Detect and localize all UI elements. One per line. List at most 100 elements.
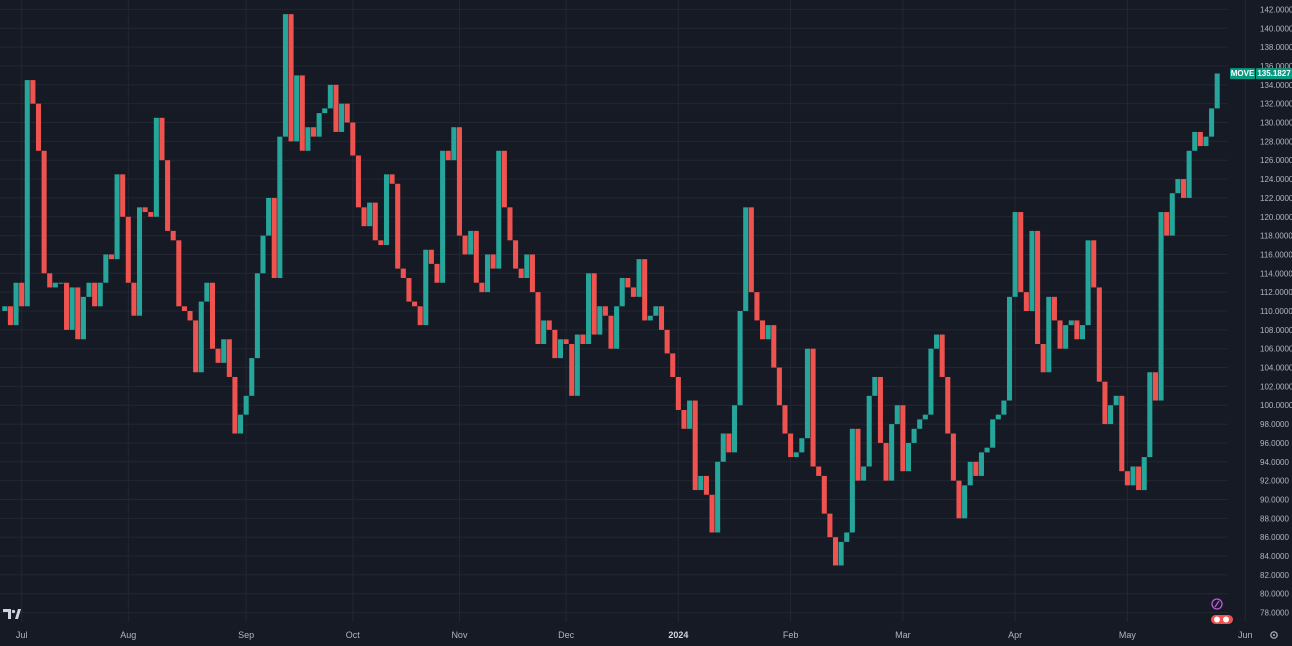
y-tick-label: 120.0000: [1260, 213, 1292, 222]
candle-1: [7, 306, 13, 326]
candle-197: [1108, 405, 1114, 425]
candle-118: [664, 329, 670, 354]
candle-42: [238, 414, 244, 434]
candle-124: [698, 475, 704, 491]
candle-128: [720, 433, 726, 462]
candle-149: [838, 541, 844, 566]
candle-171: [962, 485, 968, 519]
candle-125: [703, 475, 709, 495]
candle-63: [355, 155, 361, 208]
x-tick-label: Jul: [16, 630, 28, 640]
candle-194: [1091, 240, 1097, 288]
candle-96: [541, 320, 547, 344]
candle-30: [170, 230, 176, 241]
y-tick-label: 114.0000: [1260, 269, 1292, 278]
x-tick-label: Jun: [1238, 630, 1253, 640]
candle-92: [518, 268, 524, 279]
candle-166: [934, 334, 940, 349]
candle-192: [1079, 325, 1086, 340]
candle-137: [771, 325, 777, 368]
flag-marker-icon[interactable]: [1211, 615, 1233, 624]
x-tick-label: Sep: [238, 630, 254, 640]
candle-113: [636, 259, 642, 297]
y-tick-label: 86.0000: [1260, 533, 1289, 542]
x-tick-label: 2024: [668, 630, 688, 640]
x-tick-label: Oct: [346, 630, 361, 640]
candle-151: [849, 428, 855, 533]
candle-164: [922, 414, 928, 420]
candle-100: [563, 339, 569, 344]
candle-204: [1147, 372, 1153, 458]
candle-2: [13, 282, 19, 326]
candle-51: [288, 14, 294, 142]
candle-104: [586, 273, 592, 344]
candle-170: [956, 480, 962, 519]
y-tick-label: 104.0000: [1260, 364, 1292, 373]
event-marker-icon[interactable]: [1211, 598, 1223, 610]
candle-27: [153, 117, 159, 217]
candle-201: [1130, 466, 1136, 486]
candle-93: [524, 254, 530, 279]
x-tick-label: Mar: [895, 630, 911, 640]
candle-205: [1152, 372, 1158, 401]
price-axis[interactable]: 78.0000 80.0000 82.0000 84.0000 86.0000 88.00…: [1260, 5, 1292, 617]
candle-117: [658, 306, 665, 330]
candle-67: [378, 240, 384, 246]
y-tick-label: 100.0000: [1260, 401, 1292, 410]
candle-85: [479, 282, 485, 293]
candle-179: [1006, 296, 1013, 401]
candle-84: [473, 230, 479, 283]
y-tick-label: 78.0000: [1260, 609, 1289, 618]
candle-23: [131, 282, 137, 316]
time-axis[interactable]: JulAugSepOctNovDec2024FebMarAprMayJunJul…: [16, 630, 1292, 640]
y-tick-label: 142.0000: [1260, 5, 1292, 14]
candle-43: [243, 395, 249, 415]
candle-136: [765, 325, 771, 340]
candle-157: [883, 442, 889, 481]
candle-193: [1085, 240, 1091, 326]
tradingview-logo[interactable]: [3, 609, 21, 619]
candle-202: [1136, 466, 1142, 491]
candle-147: [827, 513, 833, 538]
candle-48: [271, 197, 277, 279]
y-tick-label: 132.0000: [1260, 100, 1292, 109]
candle-184: [1035, 230, 1041, 344]
candle-70: [395, 183, 401, 269]
x-tick-label: Nov: [451, 630, 468, 640]
grid-lines: [0, 0, 1246, 622]
candle-215: [1209, 108, 1215, 137]
candle-172: [967, 461, 973, 486]
candle-110: [619, 278, 625, 307]
y-tick-label: 98.0000: [1260, 420, 1289, 429]
x-tick-label: Apr: [1008, 630, 1022, 640]
candle-69: [389, 174, 395, 184]
candle-82: [462, 235, 468, 255]
candle-88: [496, 150, 502, 269]
y-tick-label: 126.0000: [1260, 156, 1292, 165]
candle-169: [950, 433, 956, 481]
candle-168: [945, 376, 951, 434]
candle-122: [687, 400, 693, 429]
candle-207: [1164, 212, 1170, 236]
candle-212: [1192, 131, 1198, 151]
candle-41: [232, 376, 238, 434]
candle-11: [64, 282, 70, 330]
candle-199: [1119, 395, 1125, 472]
candle-145: [816, 466, 822, 476]
symbol-badge-label: MOVE: [1231, 69, 1255, 78]
candle-127: [715, 461, 721, 533]
candle-143: [804, 348, 810, 439]
candle-126: [709, 494, 715, 533]
y-tick-label: 108.0000: [1260, 326, 1292, 335]
candle-203: [1141, 457, 1147, 491]
gear-icon[interactable]: [1270, 631, 1278, 639]
candle-200: [1124, 471, 1130, 486]
y-tick-label: 102.0000: [1260, 382, 1292, 391]
candle-153: [861, 466, 867, 481]
candle-181: [1018, 212, 1024, 293]
candle-87: [490, 254, 496, 269]
y-tick-label: 124.0000: [1260, 175, 1292, 184]
candle-59: [333, 84, 339, 132]
